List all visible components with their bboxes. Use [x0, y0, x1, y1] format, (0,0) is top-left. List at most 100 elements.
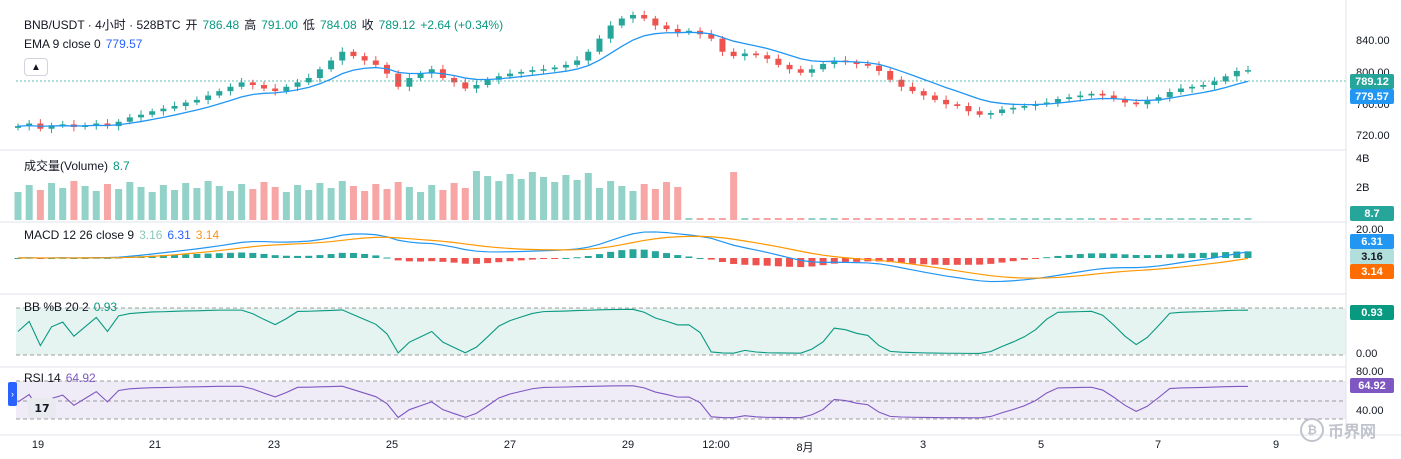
- volume-bar: [137, 187, 145, 220]
- volume-bar: [115, 189, 123, 220]
- candle-body: [685, 30, 692, 33]
- high-label: 高: [244, 18, 257, 32]
- candle-body: [808, 69, 815, 73]
- candle-body: [1077, 95, 1084, 98]
- symbol-legend: BNB/USDT · 4小时 · 528BTC 开 786.48 高 791.00 …: [24, 16, 503, 33]
- volume-bar: [282, 192, 290, 220]
- candle-body: [15, 126, 21, 128]
- macd-histogram-bar: [204, 253, 212, 258]
- candle-body: [708, 34, 715, 39]
- change-value: +2.64 (+0.34%): [420, 17, 504, 32]
- chevron-up-icon: ▲: [31, 61, 41, 73]
- candle-body: [652, 18, 659, 26]
- open-label: 开: [185, 18, 198, 32]
- macd-histogram-bar: [260, 253, 268, 258]
- volume-bar: [1132, 218, 1140, 220]
- volume-bar: [786, 218, 794, 220]
- candle-body: [641, 15, 648, 19]
- volume-bar: [931, 218, 939, 220]
- tradingview-logo-icon[interactable]: 17: [28, 398, 56, 418]
- candle-body: [261, 85, 267, 89]
- volume-bar: [909, 218, 917, 220]
- volume-bar: [36, 190, 44, 220]
- volume-bar: [1210, 218, 1218, 220]
- ema-line: [17, 31, 1249, 127]
- macd-histogram-bar: [1009, 258, 1017, 262]
- macd-histogram-bar: [159, 255, 167, 258]
- candle-body: [797, 69, 804, 73]
- volume-bar: [372, 184, 380, 220]
- candle-body: [607, 25, 614, 39]
- coin-icon: ₿: [1300, 418, 1324, 442]
- volume-bar: [517, 179, 525, 220]
- volume-bar: [573, 180, 581, 220]
- macd-histogram-bar: [830, 258, 838, 264]
- candle-body: [305, 78, 312, 83]
- macd-histogram-bar: [875, 258, 883, 262]
- macd-hist-tag: 3.16: [1350, 249, 1394, 264]
- macd-histogram-bar: [226, 252, 234, 258]
- volume-bar: [976, 218, 984, 220]
- candle-body: [764, 55, 771, 59]
- chevron-right-icon: ›: [11, 389, 14, 399]
- ema-label: EMA 9 close 0: [24, 37, 101, 51]
- volume-bar: [1199, 218, 1207, 220]
- candle-body: [93, 123, 100, 126]
- macd-histogram-bar: [182, 254, 190, 258]
- candle-body: [182, 102, 189, 106]
- candle-body: [462, 82, 469, 89]
- macd-histogram-bar: [1110, 253, 1118, 258]
- macd-histogram-bar: [1155, 254, 1163, 258]
- bb-label: BB %B 20 2: [24, 300, 89, 314]
- macd-histogram-bar: [1020, 258, 1028, 260]
- candle-body: [138, 114, 144, 118]
- candle-body: [417, 73, 424, 78]
- macd-histogram-bar: [629, 249, 637, 258]
- candle-body: [741, 53, 748, 57]
- candle-body: [1054, 99, 1061, 103]
- ema-legend[interactable]: EMA 9 close 0 779.57: [24, 37, 142, 51]
- volume-bar: [1065, 218, 1073, 220]
- candle-body: [1177, 88, 1184, 92]
- collapse-legend-button[interactable]: ▲: [24, 58, 48, 76]
- candle-body: [238, 82, 245, 87]
- volume-bar: [1244, 218, 1252, 220]
- macd-histogram-bar: [305, 255, 313, 258]
- candle-body: [126, 117, 133, 122]
- macd-histogram-bar: [383, 257, 391, 259]
- macd-histogram-bar: [517, 258, 525, 261]
- time-axis-tick: 21: [148, 439, 162, 451]
- volume-legend[interactable]: 成交量(Volume) 8.7: [24, 157, 130, 174]
- rsi-legend[interactable]: RSI 14 64.92: [24, 371, 96, 385]
- volume-bar: [1087, 218, 1095, 220]
- volume-bar: [618, 186, 626, 220]
- macd-histogram-bar: [976, 258, 984, 265]
- candle-body: [518, 71, 525, 74]
- macd-histogram-bar: [1132, 255, 1140, 258]
- volume-bar: [1009, 218, 1017, 220]
- expand-panel-handle[interactable]: ›: [8, 382, 17, 406]
- candle-body: [987, 113, 994, 115]
- candle-body: [1233, 71, 1240, 77]
- volume-bar: [551, 182, 559, 220]
- volume-bar: [294, 185, 302, 220]
- macd-histogram-bar: [428, 258, 436, 262]
- macd-histogram-bar: [528, 258, 536, 260]
- macd-legend[interactable]: MACD 12 26 close 9 3.16 6.31 3.14: [24, 228, 219, 242]
- candle-body: [171, 106, 178, 109]
- macd-histogram-bar: [271, 255, 279, 258]
- macd-histogram-bar: [797, 258, 805, 268]
- candle-body: [775, 58, 782, 65]
- volume-bar: [226, 191, 234, 220]
- macd-histogram-bar: [730, 258, 738, 264]
- candle-body: [104, 123, 111, 127]
- time-axis-tick: 7: [1154, 439, 1162, 451]
- candle-body: [1245, 70, 1251, 72]
- macd-histogram-bar: [964, 258, 972, 265]
- macd-histogram-bar: [193, 253, 201, 258]
- bb-legend[interactable]: BB %B 20 2 0.93: [24, 300, 117, 314]
- candle-body: [551, 67, 558, 70]
- macd-histogram-bar: [1043, 257, 1051, 259]
- macd-histogram-bar: [327, 254, 335, 258]
